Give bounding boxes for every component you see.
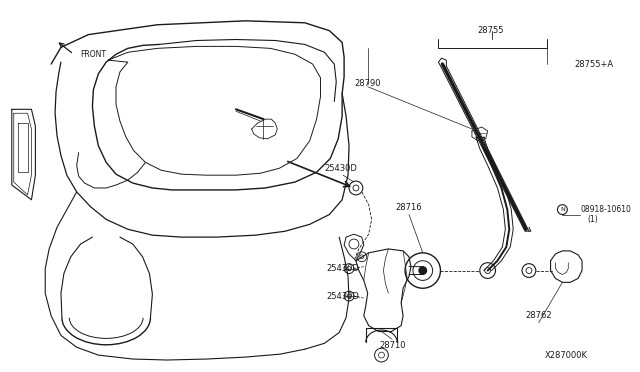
Text: 08918-10610: 08918-10610 xyxy=(580,205,631,214)
Text: (1): (1) xyxy=(587,215,598,224)
Text: 28762: 28762 xyxy=(525,311,552,320)
Text: X287000K: X287000K xyxy=(545,350,588,360)
Text: N: N xyxy=(560,207,564,212)
Text: 25430D: 25430D xyxy=(326,264,360,273)
Circle shape xyxy=(419,267,427,275)
Text: 28790: 28790 xyxy=(355,79,381,88)
Text: 25430D: 25430D xyxy=(326,292,360,301)
Text: 28755+A: 28755+A xyxy=(574,60,613,68)
Text: 28716: 28716 xyxy=(396,203,422,212)
Text: 25430D: 25430D xyxy=(324,164,358,173)
Text: 28755: 28755 xyxy=(477,26,504,35)
Text: FRONT: FRONT xyxy=(81,50,107,59)
Text: 28710: 28710 xyxy=(379,341,406,350)
